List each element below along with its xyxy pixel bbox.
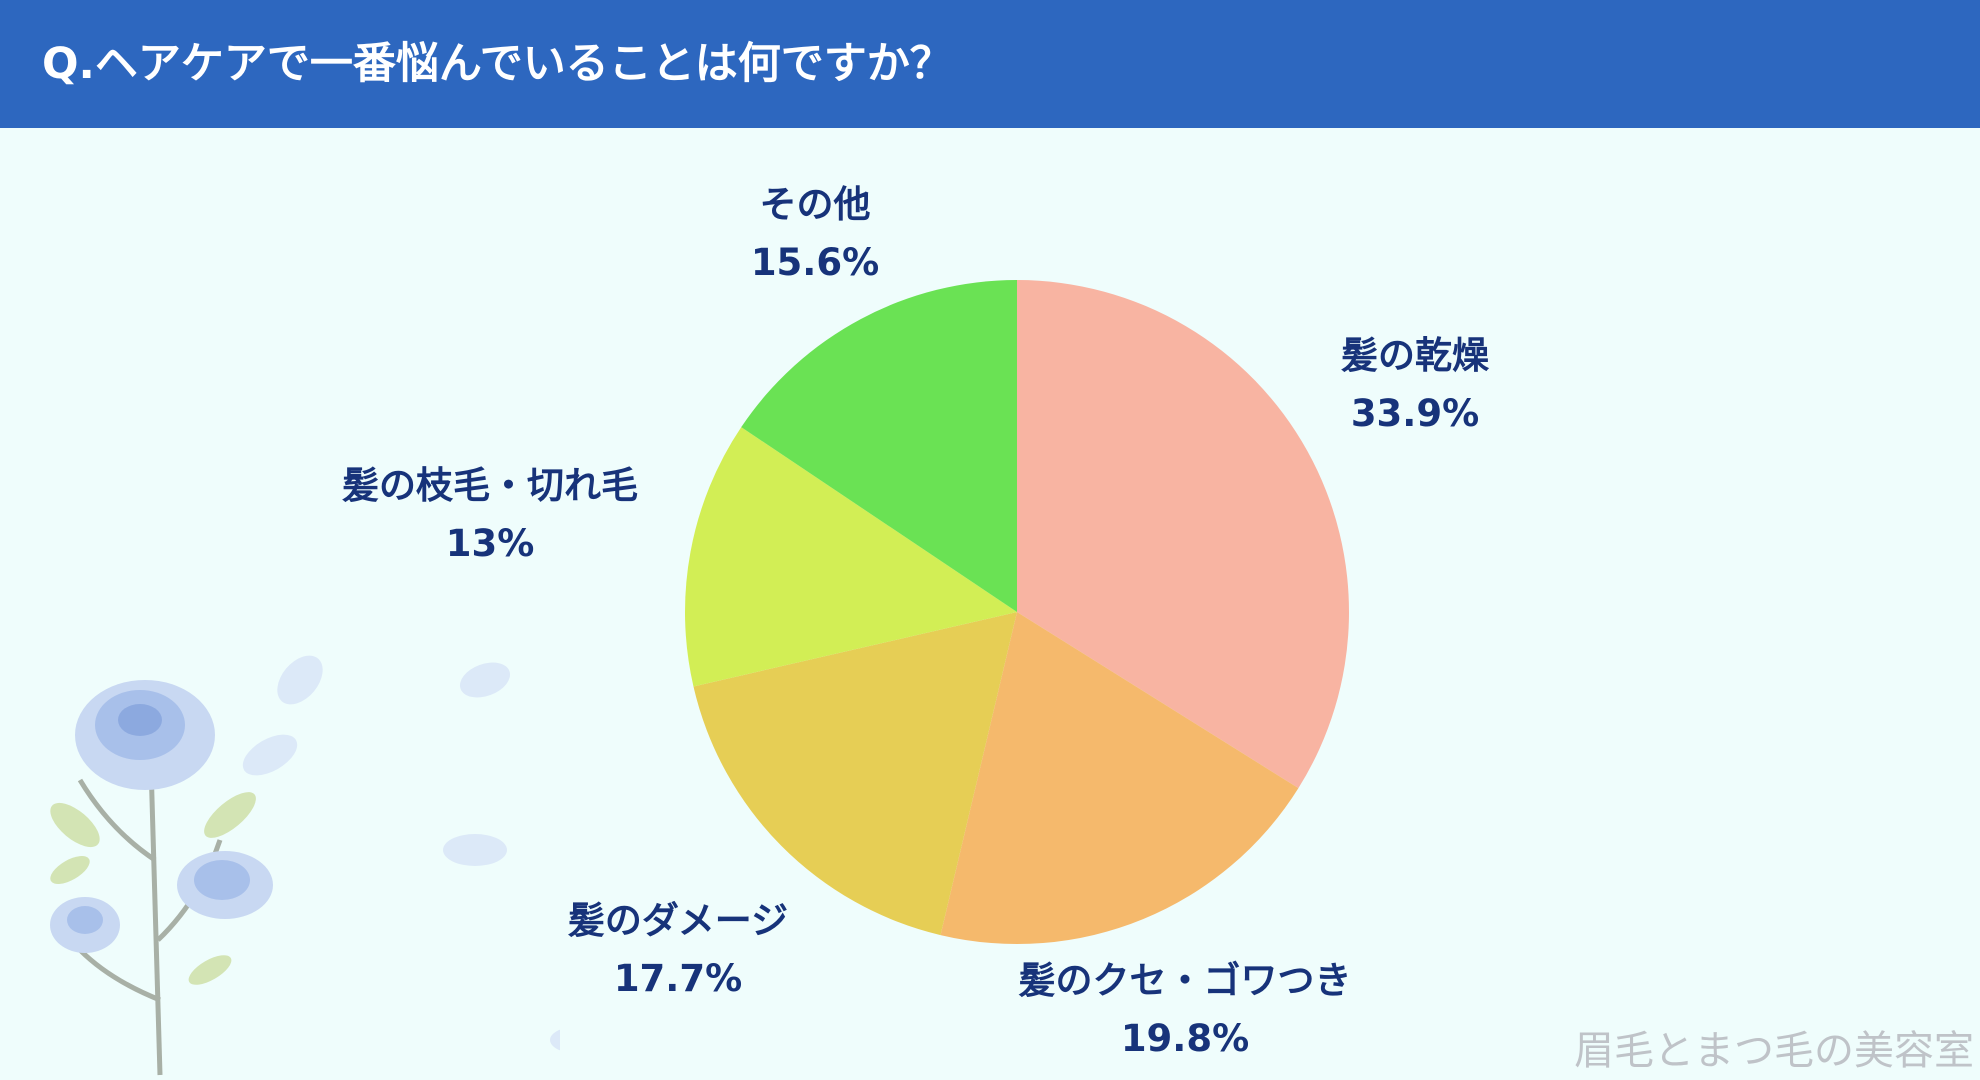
page-title: Q.ヘアケアで一番悩んでいることは何ですか？ bbox=[42, 39, 953, 89]
pie-slice-1 bbox=[1017, 280, 1349, 789]
slice-label-1: 髪の乾燥 33.9% bbox=[1341, 327, 1489, 443]
watermark: 眉毛とまつ毛の美容室 bbox=[1574, 1028, 1974, 1074]
slice-category-text: その他 bbox=[759, 183, 871, 226]
slice-category-text: 髪の枝毛・切れ毛 bbox=[342, 464, 638, 507]
slice-category-text: 髪のクセ・ゴワつき bbox=[1018, 959, 1352, 1002]
pie-slice-4 bbox=[685, 427, 1017, 687]
slice-category-text: 髪のダメージ bbox=[567, 899, 789, 942]
pie-slice-3 bbox=[693, 612, 1017, 936]
slice-label-5: その他 15.6% bbox=[751, 176, 879, 292]
slice-label-2: 髪のクセ・ゴワつき 19.8% bbox=[1019, 952, 1352, 1068]
slice-value-text: 15.6% bbox=[750, 241, 880, 284]
slice-value-text: 17.7% bbox=[613, 957, 743, 1000]
slice-label-3: 髪のダメージ 17.7% bbox=[568, 892, 788, 1008]
pie-slice-2 bbox=[940, 612, 1299, 944]
slice-label-4: 髪の枝毛・切れ毛 13% bbox=[342, 457, 638, 573]
slice-value-text: 33.9% bbox=[1350, 392, 1480, 435]
slice-category-text: 髪の乾燥 bbox=[1341, 334, 1489, 377]
slice-value-text: 19.8% bbox=[1120, 1017, 1250, 1060]
blue-rose-branch-illustration bbox=[50, 655, 560, 1076]
slice-value-text: 13% bbox=[445, 522, 535, 565]
pie-slice-5 bbox=[741, 280, 1017, 612]
header-bar: Q.ヘアケアで一番悩んでいることは何ですか？ bbox=[0, 0, 1980, 128]
